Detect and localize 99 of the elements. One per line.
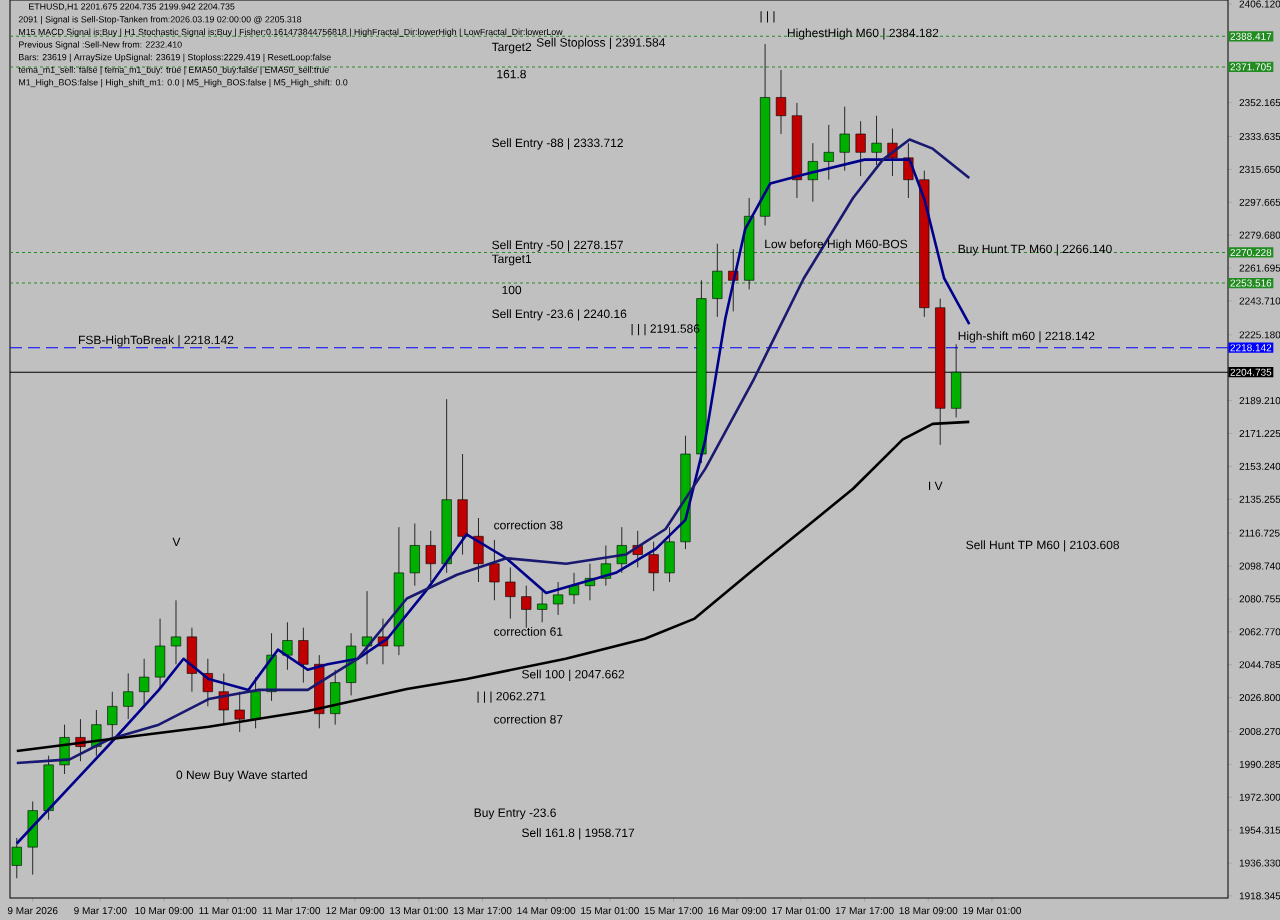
candlestick [823,124,834,181]
annotation: Target2 [491,42,532,54]
candlestick [123,673,134,720]
y-tick-label: 2297.665 [1239,198,1280,206]
y-tick-label: 1918.345 [1239,892,1280,900]
annotation: Bars: 23619 | ArraySize UpSignal: 23619 | Stoploss:2229.419 | ResetLoop:false [19,53,331,63]
annotation: I V [928,481,943,490]
x-tick-label: 13 Mar 01:00 [390,907,448,915]
annotation: FSB-HighToBreak | 2218.142 [79,335,234,347]
y-tick-label: 2044.785 [1239,661,1280,669]
ref-line-label: 2371.705 [1230,63,1272,71]
x-tick-label: 10 Mar 09:00 [135,907,194,915]
annotation: Sell 100 | 2047.662 [522,669,625,681]
candlestick [871,115,882,166]
x-tick-label: 14 Mar 09:00 [517,907,576,915]
y-tick-label: 2279.680 [1239,231,1280,239]
annotation: V [172,537,181,546]
y-tick-label: 2333.635 [1239,132,1280,141]
y-tick-label: 2026.800 [1239,694,1280,702]
x-tick-label: 11 Mar 17:00 [263,907,321,915]
candlestick [537,590,548,623]
y-tick-label: 1954.315 [1239,826,1280,834]
y-tick-label: 2098.740 [1239,562,1280,570]
annotation: 161.8 [497,69,526,79]
annotation: Buy Hunt TP M60 | 2266.140 [958,244,1112,256]
ref-line-label: 2218.142 [1230,344,1272,352]
annotation: | | | [760,11,775,23]
annotation: correction 61 [494,626,563,636]
y-tick-label: 2225.180 [1239,331,1280,339]
y-tick-label: 1972.300 [1239,793,1280,801]
ref-line-label: 2253.516 [1230,279,1272,287]
annotation: M1_High_BOS:false | High_shift_m1: 0.0 | M5_High_BOS:false | M5_High_shift: 0.0 [19,78,348,88]
candlestick [505,566,516,619]
candlestick [170,599,182,665]
y-tick-label: 2189.210 [1239,397,1280,405]
candlestick [648,541,659,592]
annotation: correction 87 [494,714,563,724]
x-tick-label: 16 Mar 09:00 [708,907,767,915]
x-tick-label: 11 Mar 01:00 [199,907,257,915]
candlestick [553,581,564,616]
annotation: Sell Stoploss | 2391.584 [536,37,666,50]
annotation: tema_m1_sell: false | tema_m1_buy: true | EMA50_buy:false | EMA50_sell:true [18,66,329,75]
annotation: Sell Entry -88 | 2333.712 [492,138,623,150]
y-tick-label: 2406.120 [1239,0,1280,8]
y-tick-label: 2352.165 [1239,99,1280,107]
candlestick [855,120,866,177]
y-tick-label: 2315.650 [1239,165,1280,173]
x-tick-label: 18 Mar 09:00 [899,907,958,915]
annotation: 100 [502,285,522,295]
y-tick-label: 2243.710 [1239,297,1280,305]
x-tick-label: 13 Mar 17:00 [453,907,512,915]
y-tick-label: 2062.770 [1239,628,1280,636]
x-tick-label: 9 Mar 2026 [7,907,58,915]
annotation: M15 MACD Signal is:Buy | H1 Stochastic Signal is:Buy | Fisher:0.161473844756818 | HighFractal_Dir:lowerHigh | LowFractal_Dir:lowerLow [19,28,563,37]
x-tick-label: 12 Mar 09:00 [326,907,385,915]
y-tick-label: 2135.255 [1239,495,1280,503]
candlestick [282,621,293,671]
x-tick-label: 19 Mar 01:00 [963,907,1022,915]
chart-title: ETHUSD,H1 2201.675 2204.735 2199.942 2204.735 [29,3,235,11]
annotation: correction 38 [494,520,563,530]
ref-line-label: 2204.735 [1230,368,1272,376]
annotation: Buy Entry -23.6 [474,808,556,820]
ref-line-label: 2270.228 [1230,248,1272,256]
candlestick [361,590,373,665]
annotation: Sell 161.8 | 1958.717 [522,828,635,840]
y-tick-label: 2008.270 [1239,727,1280,735]
annotation: Sell Entry -50 | 2278.157 [492,240,623,252]
y-tick-label: 1936.330 [1239,859,1280,867]
annotation: Sell Entry -23.6 | 2240.16 [492,309,627,321]
x-tick-label: 17 Mar 17:00 [835,907,894,915]
x-tick-label: 17 Mar 01:00 [772,907,830,915]
y-tick-label: 2153.240 [1239,462,1280,470]
annotation: Low before High M60-BOS [765,239,908,251]
candlestick [139,658,150,707]
y-tick-label: 2171.225 [1239,429,1280,438]
annotation: Sell Hunt TP M60 | 2103.608 [966,540,1120,552]
x-tick-label: 15 Mar 17:00 [644,907,703,915]
annotation: 2091 | Signal is Sell-Stop-Tanken from:2026.03.19 02:00:00 @ 2205.318 [18,15,302,25]
annotation: 0 New Buy Wave started [176,770,307,782]
candlestick [107,691,118,738]
candlestick [521,585,532,629]
annotation: Previous Signal :Sell-New from: 2232.410 [19,41,182,50]
y-tick-label: 1990.285 [1239,760,1280,768]
ref-line-label: 2388.417 [1230,32,1272,40]
annotation: HighestHigh M60 | 2384.182 [787,28,939,40]
y-tick-label: 2080.755 [1239,595,1280,603]
candlestick [489,539,500,601]
x-tick-label: 15 Mar 01:00 [581,907,639,915]
candlestick [425,530,436,583]
candlestick [298,627,309,683]
candlestick [775,69,787,135]
annotation: | | | 2062.271 [477,691,546,703]
candlestick [839,106,850,171]
y-tick-label: 2116.725 [1239,529,1280,537]
candlestick [807,142,818,203]
x-tick-label: 9 Mar 17:00 [74,907,127,915]
annotation: High-shift m60 | 2218.142 [958,331,1095,343]
annotation: Target1 [491,254,532,266]
y-tick-label: 2261.695 [1239,264,1280,272]
